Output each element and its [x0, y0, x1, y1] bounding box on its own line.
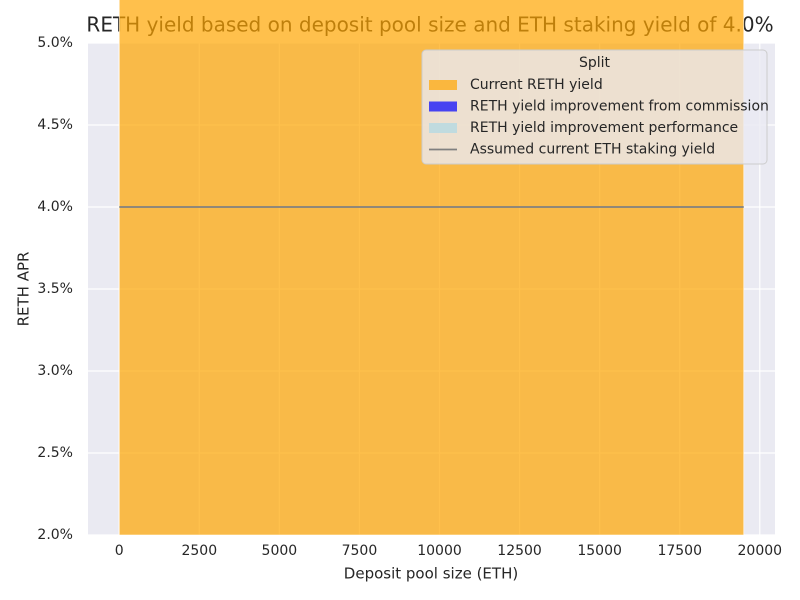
y-tick-label: 5.0% [37, 35, 73, 51]
x-tick-label: 15000 [577, 543, 622, 559]
y-tick-label: 3.0% [37, 363, 73, 379]
legend-swatch [429, 101, 457, 112]
x-axis-label: Deposit pool size (ETH) [344, 565, 518, 583]
legend-box [421, 49, 768, 165]
x-tick-label: 7500 [342, 543, 378, 559]
y-tick-label: 2.5% [37, 445, 73, 461]
legend-label: Assumed current ETH staking yield [470, 142, 715, 158]
legend: Split Current RETH yield RETH yield improv… [421, 49, 769, 165]
legend-label: RETH yield improvement from commission [470, 99, 769, 115]
x-tick-label: 10000 [417, 543, 462, 559]
legend-label: Current RETH yield [470, 77, 603, 93]
x-tick-label: 5000 [262, 543, 298, 559]
legend-title: Split [579, 55, 611, 71]
y-tick-label: 4.0% [37, 199, 73, 215]
y-tick-label: 4.5% [37, 117, 73, 133]
legend-swatch [429, 123, 457, 133]
legend-label: RETH yield improvement performance [470, 120, 738, 136]
x-tick-label: 20000 [738, 543, 783, 559]
x-tick-label: 17500 [657, 543, 702, 559]
y-tick-label: 2.0% [37, 527, 73, 543]
x-tick-label: 2500 [181, 543, 217, 559]
y-tick-label: 3.5% [37, 281, 73, 297]
x-tick-label: 12500 [497, 543, 542, 559]
x-tick-label: 0 [115, 543, 124, 559]
y-axis-label: RETH APR [15, 252, 33, 327]
legend-swatch [429, 80, 457, 90]
